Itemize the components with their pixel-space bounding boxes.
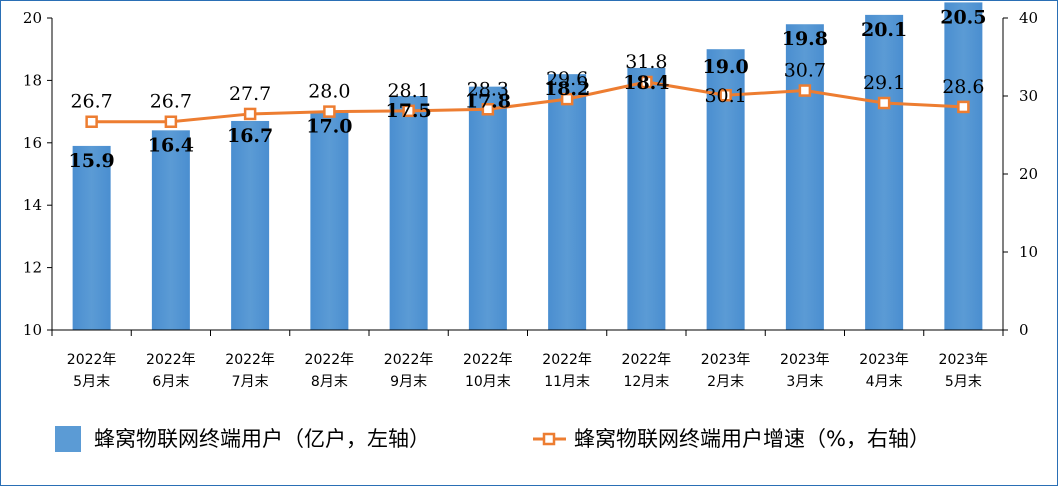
x-tick-label-month: 4月末 <box>866 374 903 390</box>
x-tick-label-year: 2023年 <box>939 352 989 368</box>
line-marker <box>481 103 495 116</box>
x-tick-label-month: 5月末 <box>945 374 982 390</box>
line-value-label: 31.8 <box>625 51 667 73</box>
bar <box>310 111 349 330</box>
line-marker <box>640 75 653 89</box>
data-labels: 15.9 16.4 16.7 17.0 17.5 17.8 18.2 18.4 19.0 19.8… <box>68 6 986 172</box>
x-tick-label-year: 2023年 <box>701 352 751 368</box>
x-tick-label-month: 5月末 <box>73 374 110 390</box>
legend-line-marker <box>542 432 556 446</box>
line-value-label: 27.7 <box>229 83 271 105</box>
y-right-tick-label: 10 <box>1019 243 1038 261</box>
line-value-label: 28.3 <box>467 78 509 100</box>
x-tick-label-year: 2023年 <box>859 352 909 368</box>
y-left-tick-label: 14 <box>23 196 42 214</box>
y-left-tick-label: 16 <box>23 134 42 152</box>
x-tick-label-month: 8月末 <box>311 374 348 390</box>
axes: 10 12 14 16 18 20 0 10 20 30 40 2022年 5月末 2022年 6月末 202… <box>23 9 1038 390</box>
x-tick-label-year: 2022年 <box>384 352 434 368</box>
legend-line-label: 蜂窝物联网终端用户增速（%，右轴） <box>574 427 930 451</box>
bar <box>151 130 190 330</box>
bar-value-label: 19.8 <box>782 28 828 50</box>
line-marker <box>798 84 812 97</box>
line-value-label: 29.1 <box>863 72 905 94</box>
bar-value-label: 15.9 <box>68 150 114 172</box>
y-right-tick-label: 20 <box>1019 165 1038 183</box>
bar <box>468 86 507 330</box>
legend: 蜂窝物联网终端用户（亿户，左轴） 蜂窝物联网终端用户增速（%，右轴） <box>55 426 930 452</box>
x-tick-label-year: 2022年 <box>146 352 196 368</box>
x-tick-label-year: 2022年 <box>622 352 672 368</box>
bar-value-label: 17.8 <box>465 91 511 113</box>
bar-value-label: 16.4 <box>148 134 194 156</box>
x-tick-label-year: 2022年 <box>67 352 117 368</box>
line-marker <box>560 92 574 106</box>
line-marker <box>957 100 970 114</box>
bar-value-label: 18.2 <box>544 78 590 100</box>
bar <box>548 74 587 330</box>
bar-value-label: 20.5 <box>940 6 986 28</box>
x-tick-label-year: 2022年 <box>225 352 275 368</box>
line-marker <box>323 105 336 118</box>
legend-bar-label: 蜂窝物联网终端用户（亿户，左轴） <box>94 427 430 451</box>
line-marker <box>719 88 732 102</box>
x-tick-label-year: 2022年 <box>463 352 513 368</box>
line-marker <box>402 104 415 118</box>
bar-value-label: 19.0 <box>702 56 748 78</box>
line-value-label: 26.7 <box>70 91 112 113</box>
bar <box>627 67 666 331</box>
x-tick-label-month: 6月末 <box>152 374 189 390</box>
y-right-tick-label: 30 <box>1019 87 1038 105</box>
line-marker <box>164 115 178 128</box>
line-value-label: 28.6 <box>942 76 984 98</box>
x-tick-label-year: 2022年 <box>542 352 592 368</box>
line-value-label: 29.6 <box>546 68 588 90</box>
bar-value-label: 17.5 <box>385 100 431 122</box>
line-marker <box>243 107 257 121</box>
bar <box>72 145 111 330</box>
y-left-tick-label: 20 <box>23 9 42 27</box>
bar-value-label: 18.4 <box>623 72 669 94</box>
y-left-tick-label: 12 <box>23 259 42 277</box>
line-value-label: 26.7 <box>150 91 192 113</box>
line-value-label: 30.1 <box>704 85 746 107</box>
y-right-tick-label: 0 <box>1019 321 1029 339</box>
bar <box>944 2 983 331</box>
bar <box>389 96 428 330</box>
line-marker <box>85 115 98 128</box>
bar-value-label: 17.0 <box>306 116 352 138</box>
y-right-tick-label: 40 <box>1019 9 1038 27</box>
x-tick-label-month: 7月末 <box>232 374 269 390</box>
bar-value-label: 20.1 <box>861 19 907 41</box>
x-tick-label-month: 11月末 <box>544 374 590 390</box>
line-marker <box>877 96 891 110</box>
line-value-label: 28.0 <box>308 81 350 103</box>
bar <box>231 120 270 331</box>
x-tick-label-year: 2022年 <box>305 352 355 368</box>
x-tick-label-month: 12月末 <box>623 374 669 390</box>
x-tick-label-month: 3月末 <box>786 374 823 390</box>
y-left-tick-label: 18 <box>23 71 42 89</box>
legend-bar-swatch <box>55 426 81 452</box>
line-series <box>85 75 970 128</box>
line-value-label: 28.1 <box>387 80 429 102</box>
bar <box>865 14 904 330</box>
line-value-label: 30.7 <box>784 60 826 82</box>
line-path <box>91 80 964 124</box>
bar-value-label: 16.7 <box>227 125 273 147</box>
y-left-tick-label: 10 <box>23 321 42 339</box>
x-tick-label-month: 10月末 <box>465 374 511 390</box>
bar <box>785 24 824 331</box>
x-tick-label-month: 2月末 <box>707 374 744 390</box>
x-tick-label-year: 2023年 <box>780 352 830 368</box>
bar-series <box>72 2 983 331</box>
x-tick-label-month: 9月末 <box>390 374 427 390</box>
